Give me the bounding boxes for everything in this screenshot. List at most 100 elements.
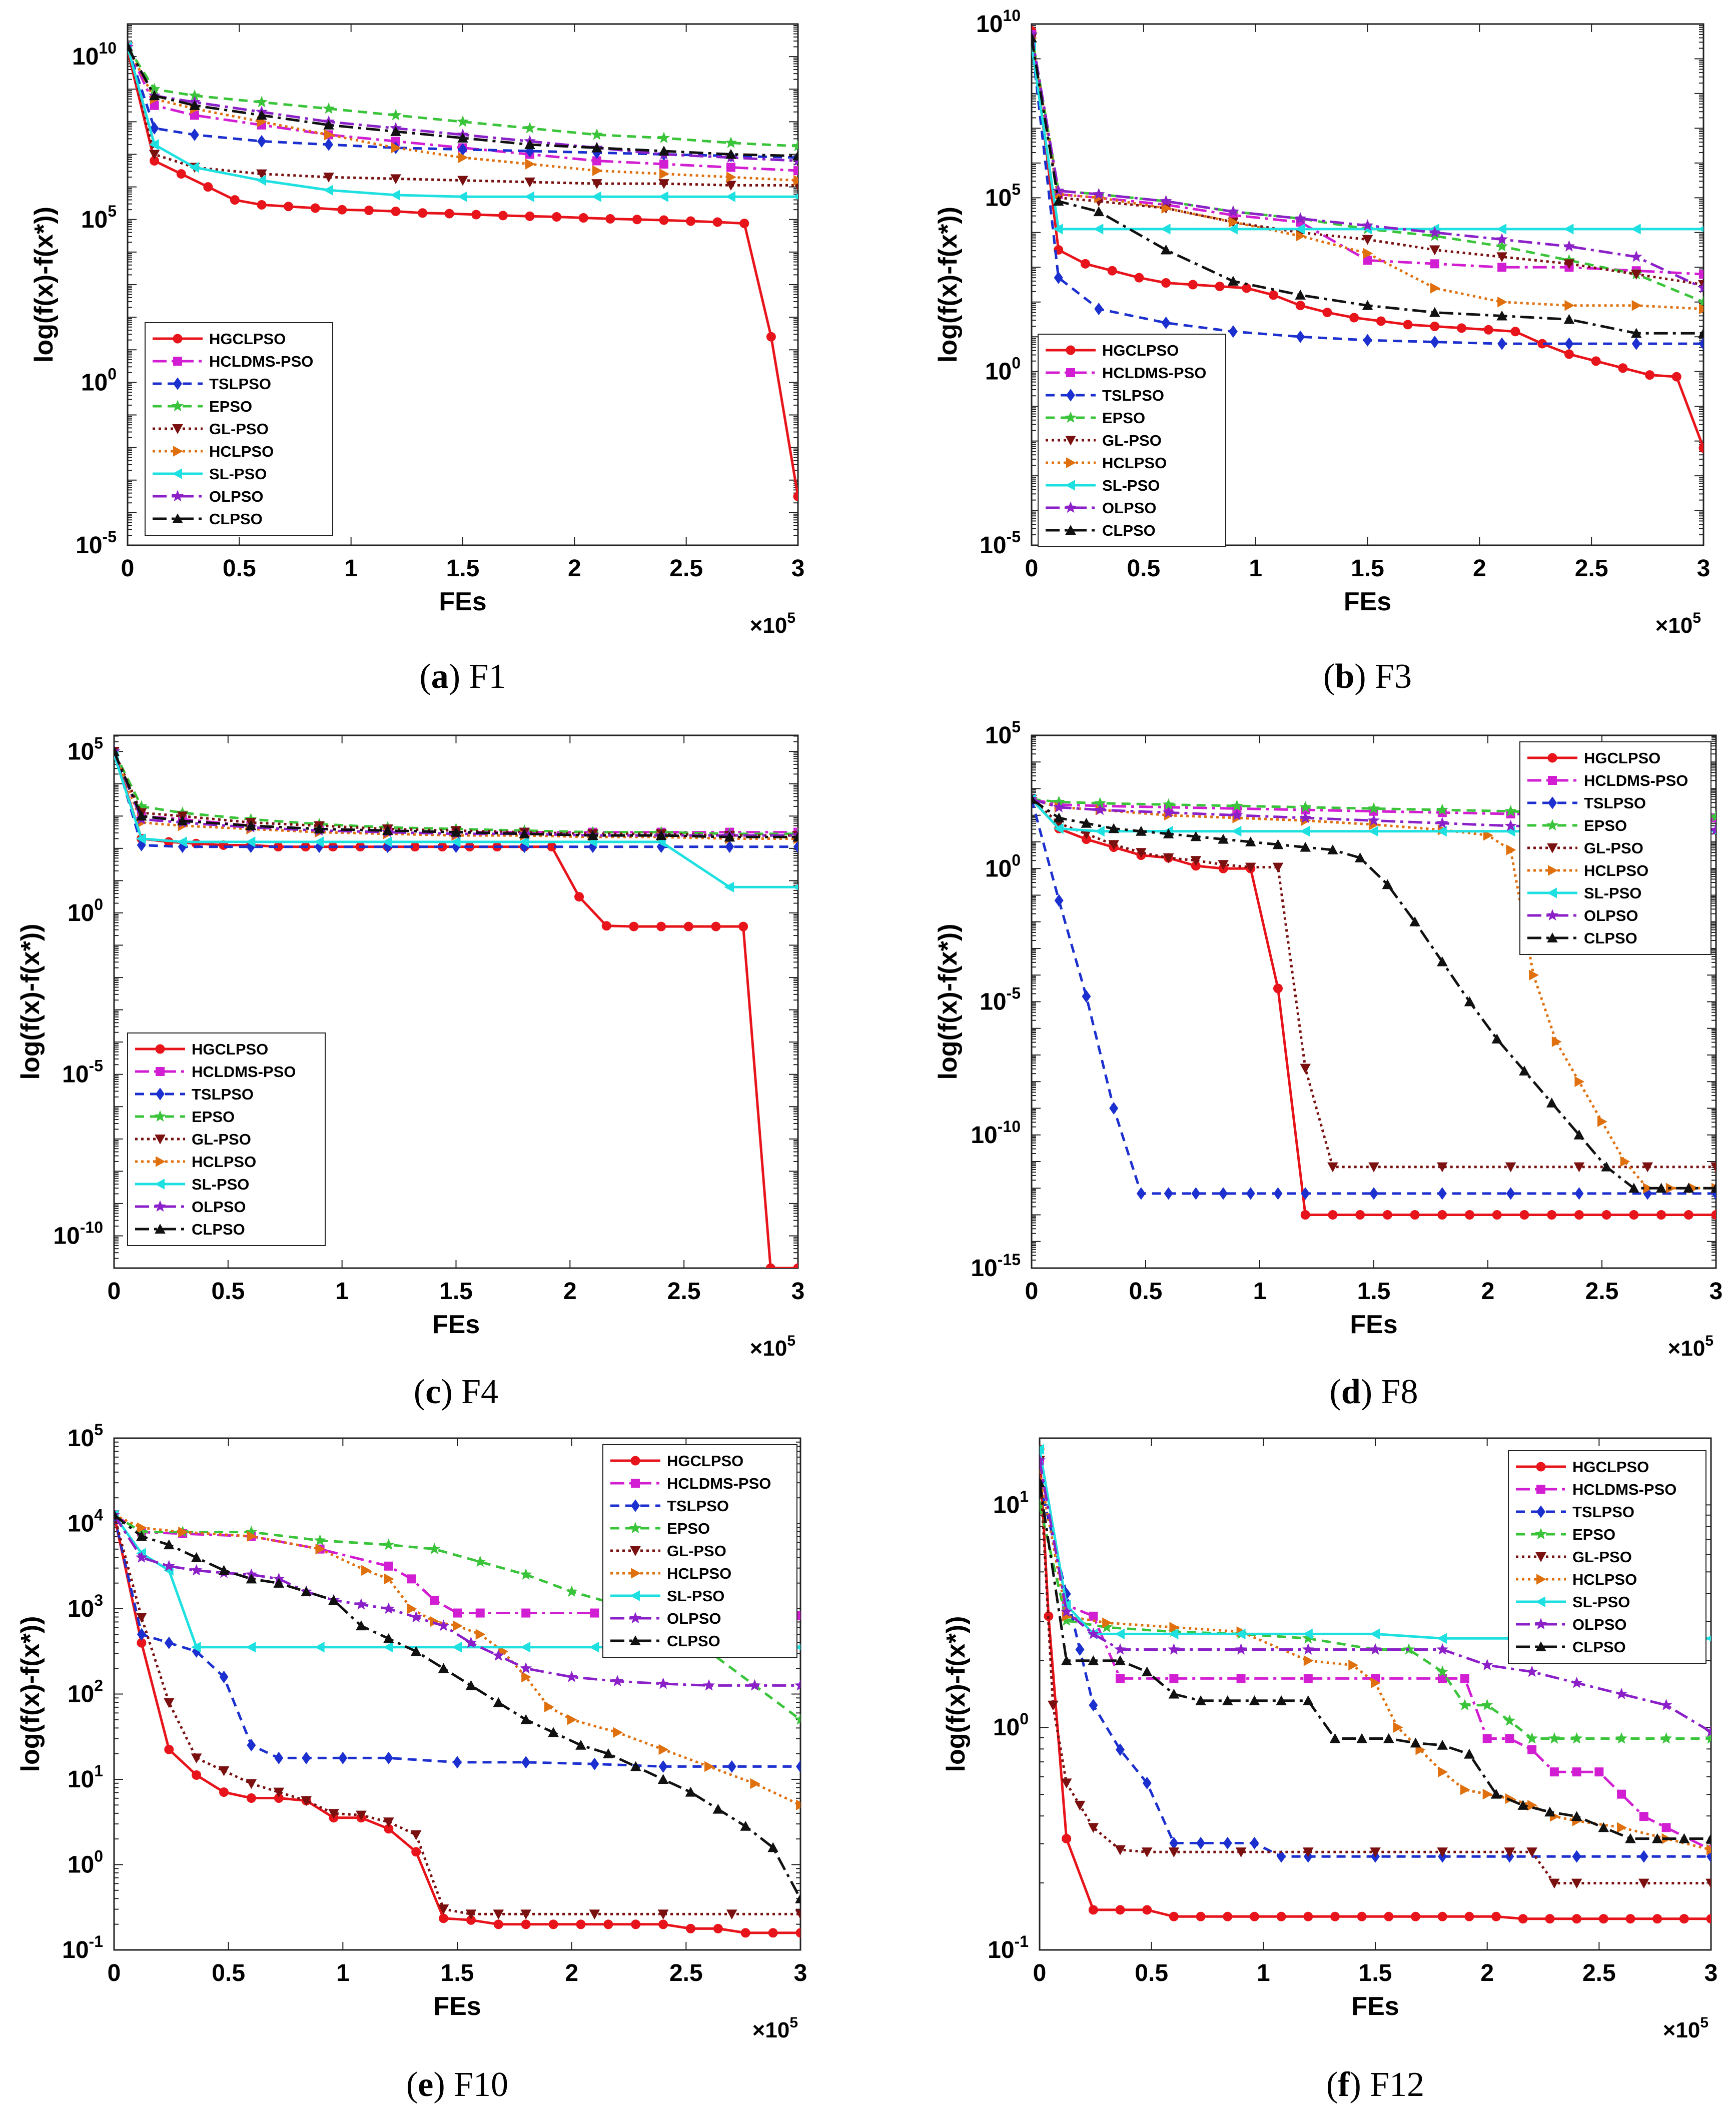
data-point	[1437, 1633, 1447, 1644]
data-point	[444, 209, 454, 219]
data-point	[1082, 990, 1091, 1003]
data-point	[1459, 1699, 1471, 1710]
data-point	[521, 1608, 531, 1618]
legend-marker	[1546, 909, 1558, 921]
legend-label: EPSO	[209, 398, 252, 415]
data-point	[1095, 825, 1105, 837]
data-point	[1504, 1847, 1515, 1858]
data-point	[246, 1779, 257, 1789]
data-point	[1519, 1210, 1529, 1220]
data-point	[1483, 325, 1493, 335]
data-point	[1142, 1776, 1152, 1790]
legend-marker	[1065, 501, 1077, 513]
data-point	[1060, 1614, 1073, 1626]
data-point	[1594, 1767, 1604, 1777]
data-point	[603, 1919, 613, 1929]
data-point	[630, 1761, 641, 1771]
data-point	[727, 1760, 736, 1773]
data-point	[1683, 1183, 1694, 1193]
legend-label: SL-PSO	[209, 465, 267, 483]
data-point	[1160, 195, 1172, 207]
data-point	[657, 1774, 669, 1784]
data-point	[1548, 1732, 1560, 1744]
legend-marker	[155, 1224, 166, 1234]
data-point	[1227, 205, 1239, 217]
data-point	[1303, 1847, 1314, 1858]
x-tick-label: 2	[1481, 1278, 1495, 1305]
data-point	[1044, 1611, 1054, 1621]
data-point	[148, 83, 161, 95]
y-tick-label: 100	[993, 1710, 1029, 1741]
data-point	[1526, 1847, 1537, 1858]
legend-label: SL-PSO	[1102, 477, 1160, 494]
data-point	[1436, 1665, 1449, 1677]
series-line-epso	[1040, 1504, 1711, 1740]
data-point	[1228, 325, 1238, 338]
data-point	[1163, 853, 1174, 863]
data-point	[1363, 248, 1373, 259]
data-point	[178, 1526, 188, 1538]
data-point	[190, 111, 199, 120]
legend-label: CLPSO	[1102, 522, 1156, 539]
data-point	[1699, 270, 1703, 279]
data-point	[1437, 1187, 1447, 1200]
data-point	[658, 1744, 669, 1755]
legend-marker	[173, 357, 182, 366]
data-point	[592, 146, 601, 159]
data-point	[256, 175, 266, 186]
data-point	[1075, 1643, 1085, 1656]
data-point	[1276, 1911, 1286, 1921]
x-tick-label: 0	[1025, 555, 1039, 582]
data-point	[632, 215, 642, 225]
panel-caption: (d) F8	[1330, 1373, 1418, 1411]
data-point	[1705, 1878, 1711, 1889]
y-tick-label: 105	[81, 202, 117, 233]
data-point	[575, 1740, 586, 1750]
data-point	[1228, 224, 1238, 235]
data-point	[1141, 1666, 1153, 1677]
x-axis-label: FEs	[1351, 1992, 1399, 2021]
series-line-clpso	[114, 1514, 800, 1899]
data-point	[1032, 32, 1037, 43]
data-point	[247, 1531, 257, 1542]
data-point	[1355, 1210, 1365, 1220]
legend-marker	[172, 468, 182, 479]
data-point	[1272, 839, 1284, 849]
data-point	[712, 217, 722, 227]
data-point	[1195, 1695, 1206, 1705]
data-point	[1660, 1732, 1672, 1744]
x-axis-label: FEs	[1344, 587, 1391, 616]
data-point	[1436, 803, 1448, 815]
data-point	[1362, 300, 1373, 310]
data-point	[384, 1561, 393, 1571]
legend-marker	[1547, 843, 1558, 853]
data-point	[589, 1641, 599, 1653]
data-point	[1625, 1833, 1636, 1843]
data-point	[1169, 1911, 1179, 1921]
data-point	[1054, 894, 1064, 907]
data-point	[1697, 296, 1703, 307]
data-point	[685, 1923, 695, 1933]
y-tick-label: 101	[993, 1487, 1029, 1518]
data-point	[1134, 273, 1144, 283]
data-point	[659, 168, 669, 180]
y-tick-label: 100	[68, 1847, 103, 1878]
data-point	[245, 1526, 258, 1537]
data-point	[1482, 1788, 1493, 1800]
y-tick-label: 105	[68, 734, 103, 765]
data-point	[794, 1713, 800, 1725]
x-tick-label: 2	[563, 1278, 577, 1305]
data-point	[1101, 1621, 1113, 1633]
data-point	[1277, 1850, 1286, 1863]
x-tick-label: 2	[1473, 555, 1486, 582]
legend-marker	[1536, 1505, 1545, 1518]
data-point	[1549, 1767, 1559, 1777]
data-point	[1571, 1878, 1582, 1889]
data-point	[1300, 825, 1310, 837]
data-point	[1368, 1162, 1379, 1173]
data-point	[256, 110, 267, 120]
data-point	[257, 200, 267, 210]
data-point	[792, 140, 798, 152]
data-point	[1574, 1210, 1584, 1220]
data-point	[137, 1628, 146, 1641]
